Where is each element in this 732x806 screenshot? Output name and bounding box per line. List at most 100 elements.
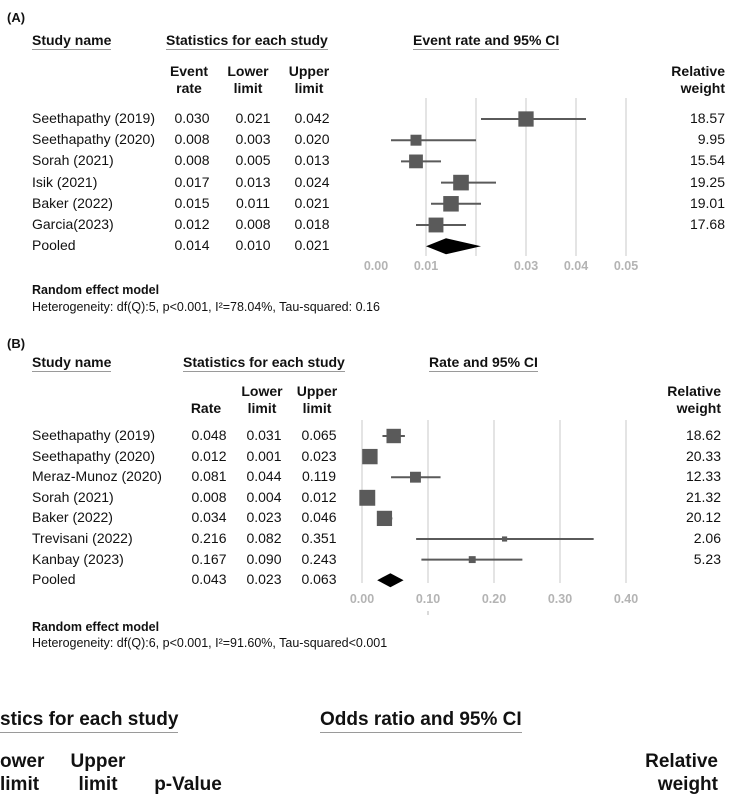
study-marker	[376, 510, 393, 527]
upper-limit-value: 0.012	[301, 488, 337, 505]
upper-limit-value: 0.020	[294, 131, 330, 148]
panel-c-plot-header: Odds ratio and 95% CI	[320, 709, 522, 733]
panel-b-study-header: Study name	[32, 354, 112, 372]
panel-a-label: (A)	[7, 10, 26, 25]
x-tick-label: 0.40	[614, 592, 638, 606]
lower-limit-value: 0.004	[246, 488, 282, 505]
panel-c-col-weight: Relative weight	[645, 751, 718, 795]
panel-b-forest-plot: 0.00 0.10 0.20 0.30 0.40	[350, 420, 638, 615]
upper-limit-value: 0.018	[294, 216, 330, 232]
lower-limit-value: 0.023	[246, 509, 282, 526]
x-tick-label: 0.03	[514, 259, 538, 273]
panel-b-model: Random effect model	[32, 620, 160, 634]
panel-a-col-est: Event rate	[169, 63, 209, 96]
lower-limit-value: 0.021	[235, 110, 271, 126]
estimate-value: 0.034	[191, 509, 227, 526]
panel-b-col-weight: Relative weight	[667, 383, 721, 416]
study-marker	[362, 448, 378, 465]
study-marker	[386, 428, 401, 444]
study-name: Sorah (2021)	[32, 488, 114, 505]
pooled-label: Pooled	[32, 237, 76, 254]
estimate-value: 0.216	[191, 530, 227, 546]
estimate-value: 0.008	[191, 488, 227, 505]
study-name: Baker (2022)	[32, 194, 113, 211]
lower-limit-value: 0.090	[246, 550, 282, 567]
pooled-diamond	[377, 573, 404, 588]
relative-weight-value: 18.57	[689, 110, 725, 126]
study-marker	[410, 134, 422, 146]
upper-limit-value: 0.119	[302, 468, 336, 485]
lower-limit-value: 0.082	[246, 530, 282, 546]
study-name: Seethapathy (2020)	[32, 447, 155, 464]
lower-limit-value: 0.031	[246, 427, 282, 443]
study-marker	[410, 471, 421, 483]
relative-weight-value: 21.32	[685, 488, 721, 505]
estimate-value: 0.043	[191, 571, 227, 588]
study-name: Isik (2021)	[32, 173, 98, 190]
relative-weight-value: 19.25	[689, 173, 725, 190]
panel-b-col-lower: Lower limit	[241, 383, 283, 416]
estimate-value: 0.167	[191, 550, 227, 567]
study-marker	[409, 154, 423, 169]
study-name: Garcia(2023)	[32, 216, 114, 232]
upper-limit-value: 0.063	[301, 571, 337, 588]
x-tick-label: 0.20	[482, 592, 506, 606]
study-marker	[453, 174, 469, 191]
panel-c-col-lower: ower limit	[0, 751, 45, 795]
panel-b-col-est: Rate	[190, 400, 222, 416]
relative-weight-value: 9.95	[697, 131, 725, 148]
estimate-value: 0.030	[174, 110, 210, 126]
x-tick-label: 0.00	[350, 592, 374, 606]
relative-weight-value: 18.62	[685, 427, 721, 443]
panel-b-stats-header: Statistics for each study	[183, 354, 345, 372]
study-name: Seethapathy (2020)	[32, 131, 155, 148]
x-tick-label: 0.00	[364, 259, 388, 273]
lower-limit-value: 0.010	[235, 237, 271, 254]
estimate-value: 0.012	[191, 447, 227, 464]
study-marker	[443, 196, 459, 212]
panel-a-study-header: Study name	[32, 32, 112, 50]
upper-limit-value: 0.021	[294, 194, 330, 211]
relative-weight-value: 20.33	[685, 447, 721, 464]
relative-weight-value: 20.12	[685, 509, 721, 526]
upper-limit-value: 0.065	[301, 427, 337, 443]
estimate-value: 0.081	[191, 468, 227, 485]
study-marker	[501, 536, 508, 542]
relative-weight-value: 2.06	[693, 530, 721, 546]
panel-c-col-p: p-Value	[154, 774, 222, 795]
estimate-value: 0.048	[191, 427, 227, 443]
study-name: Kanbay (2023)	[32, 550, 124, 567]
upper-limit-value: 0.351	[301, 530, 337, 546]
study-name: Baker (2022)	[32, 509, 113, 526]
relative-weight-value: 17.68	[689, 216, 725, 232]
panel-b-label: (B)	[7, 336, 26, 351]
panel-b-col-upper: Upper limit	[296, 383, 338, 416]
panel-a-forest-plot: 0.00 0.01 0.03 0.04 0.05	[364, 98, 638, 273]
relative-weight-value: 12.33	[685, 468, 721, 485]
study-name: Seethapathy (2019)	[32, 110, 155, 126]
lower-limit-value: 0.003	[235, 131, 271, 148]
panel-a-col-upper: Upper limit	[288, 63, 330, 96]
study-name: Sorah (2021)	[32, 152, 114, 169]
upper-limit-value: 0.013	[294, 152, 330, 169]
upper-limit-value: 0.042	[294, 110, 330, 126]
estimate-value: 0.015	[174, 194, 210, 211]
estimate-value: 0.008	[174, 152, 210, 169]
panel-a-col-weight: Relative weight	[671, 63, 725, 96]
x-tick-label: 0.04	[564, 259, 588, 273]
upper-limit-value: 0.021	[294, 237, 330, 254]
upper-limit-value: 0.243	[301, 550, 337, 567]
panel-a-col-lower: Lower limit	[227, 63, 269, 96]
relative-weight-value: 19.01	[689, 194, 725, 211]
study-marker	[518, 111, 534, 127]
upper-limit-value: 0.024	[294, 173, 330, 190]
upper-limit-value: 0.023	[301, 447, 337, 464]
estimate-value: 0.012	[174, 216, 210, 232]
lower-limit-value: 0.023	[246, 571, 282, 588]
study-name: Meraz-Munoz (2020)	[32, 468, 162, 485]
panel-a-model: Random effect model	[32, 283, 160, 297]
panel-b-plot-header: Rate and 95% CI	[429, 354, 538, 372]
panel-a-stats-header: Statistics for each study	[166, 32, 328, 50]
estimate-value: 0.017	[174, 173, 210, 190]
study-marker	[428, 217, 444, 233]
